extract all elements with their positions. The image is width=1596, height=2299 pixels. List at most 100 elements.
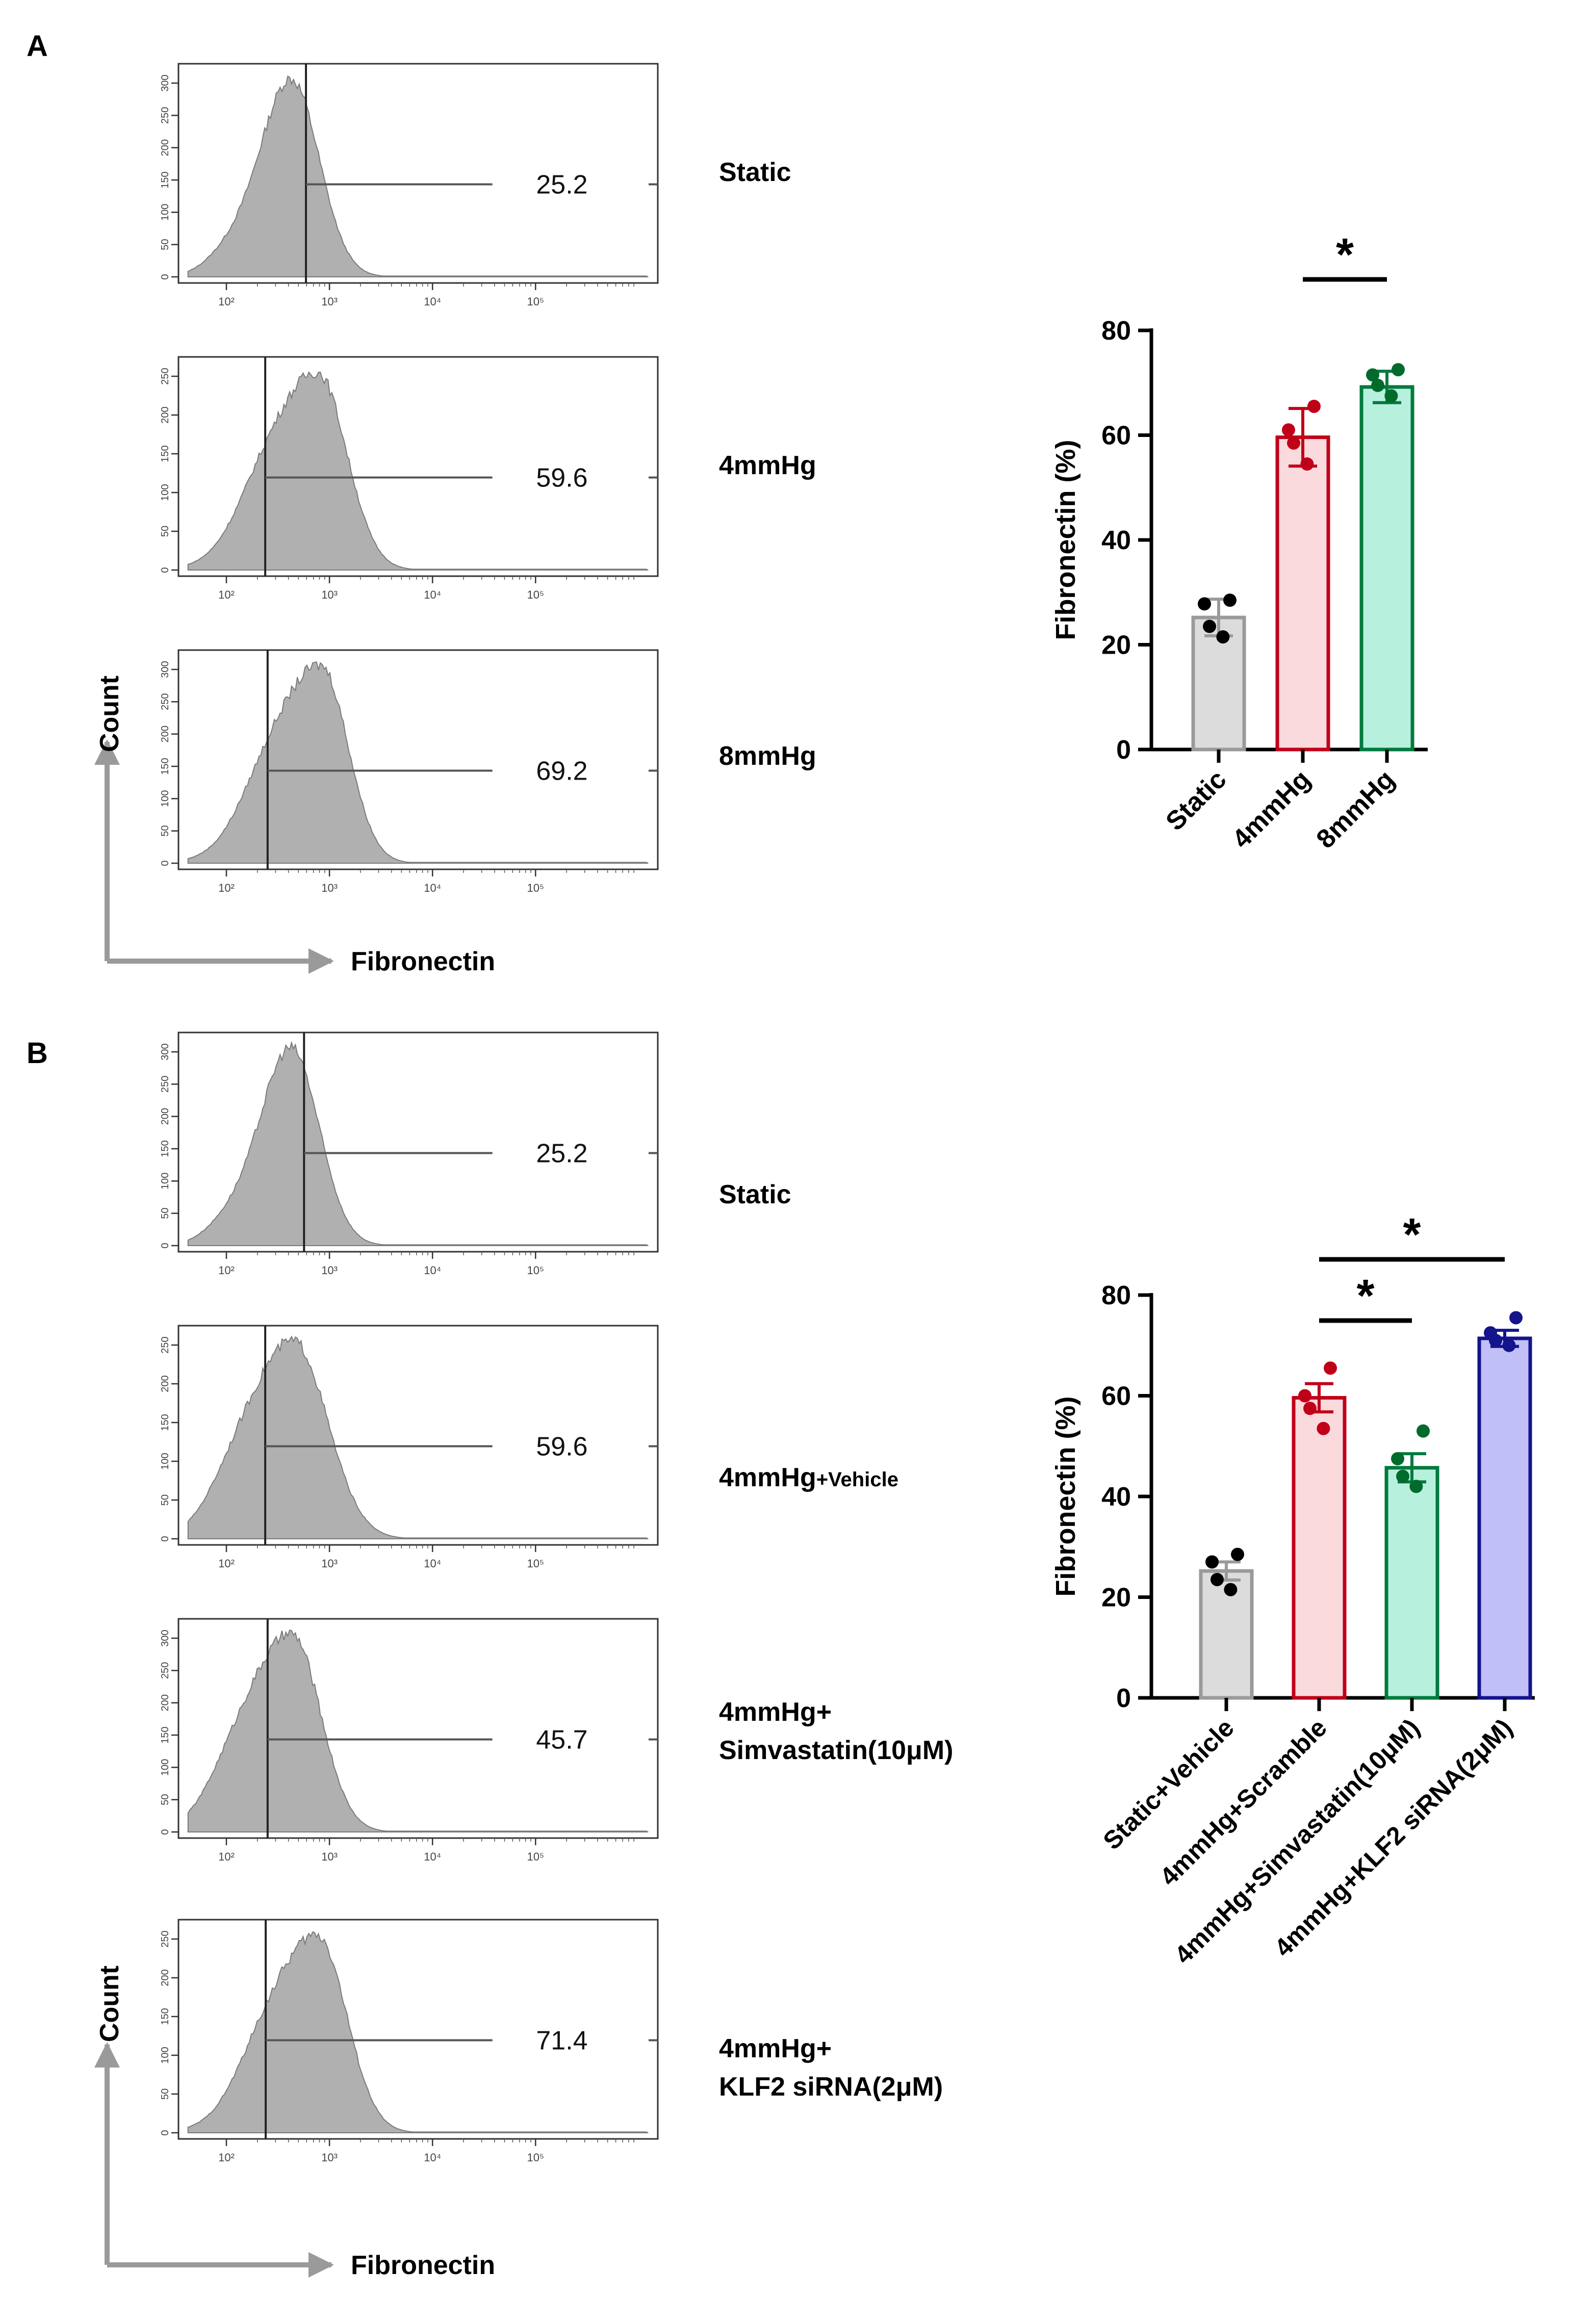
y-tick-label: 100: [160, 790, 171, 807]
y-tick-label: 50: [160, 1208, 171, 1219]
y-tick-label: 50: [160, 239, 171, 250]
y-tick-label: 0: [160, 1829, 171, 1835]
x-tick-label: 10²: [218, 882, 235, 894]
x-tick-label: 10³: [321, 588, 338, 601]
data-point: [1384, 389, 1398, 403]
data-point: [1409, 1480, 1423, 1493]
y-tick-label: 50: [160, 526, 171, 537]
y-tick-label: 40: [1101, 1482, 1131, 1512]
gate-percent-value: 59.6: [536, 463, 587, 493]
sample-label-simva-b-line2: Simvastatin(10μM): [719, 1736, 954, 1765]
x-tick-label: 10⁴: [424, 295, 441, 308]
data-point: [1203, 619, 1216, 633]
fibronectin-label-a: Fibronectin: [351, 947, 495, 976]
x-tick-label: 10³: [321, 295, 338, 308]
x-tick-label: Static: [1160, 764, 1232, 836]
x-tick-label: 10³: [321, 1264, 338, 1277]
data-point: [1205, 1555, 1219, 1569]
y-tick-label: 0: [160, 567, 171, 573]
y-tick-label: 60: [1101, 421, 1131, 451]
y-tick-label: 100: [160, 1453, 171, 1469]
x-tick-label: 10⁴: [424, 1850, 441, 1863]
y-tick-label: 150: [160, 758, 171, 774]
data-point: [1502, 1338, 1516, 1352]
x-tick-label: 10²: [218, 1850, 235, 1863]
x-tick-label: 10⁴: [424, 2151, 441, 2164]
count-label-a: Count: [95, 676, 124, 752]
x-tick-label: 10²: [218, 295, 235, 308]
data-point: [1287, 436, 1300, 450]
y-tick-label: 100: [160, 484, 171, 501]
y-axis-label: Fibronectin (%): [1050, 1397, 1081, 1597]
gate-percent-value: 45.7: [536, 1725, 587, 1755]
count-axis-arrow-b: [94, 2042, 334, 2278]
x-tick-label: 10⁴: [424, 882, 441, 894]
y-tick-label: 0: [160, 1243, 171, 1248]
y-tick-label: 50: [160, 1794, 171, 1805]
y-tick-label: 0: [160, 860, 171, 866]
y-tick-label: 100: [160, 204, 171, 221]
histogram-1: 25.2 0 50 100 150 200 250 300 10² 10³ 10⁴ 10⁵: [160, 63, 659, 308]
data-point: [1392, 363, 1405, 377]
histogram-curve: [187, 1335, 649, 1539]
y-tick-label: 250: [160, 1336, 171, 1353]
panel-letter-b: B: [27, 1037, 48, 1070]
y-tick-label: 150: [160, 1414, 171, 1431]
y-tick-label: 250: [160, 693, 171, 710]
histogram-curve: [187, 1931, 649, 2133]
x-tick-label: 10²: [218, 1557, 235, 1570]
y-tick-label: 100: [160, 1759, 171, 1776]
histogram-2: 59.6 0 50 100 150 200 250 10² 10³ 10⁴ 10⁵: [160, 356, 659, 601]
sample-label-static-a: Static: [719, 158, 791, 187]
significance-star: *: [1403, 1209, 1421, 1260]
bar-3: [1359, 385, 1414, 752]
histogram-3: 69.2 0 50 100 150 200 250 300 10² 10³ 10⁴ 10⁵: [160, 649, 659, 894]
data-point: [1371, 378, 1384, 392]
data-point: [1223, 593, 1237, 607]
data-point: [1198, 597, 1211, 611]
data-point: [1417, 1424, 1430, 1438]
y-tick-label: 300: [160, 1630, 171, 1646]
y-tick-label: 40: [1101, 526, 1131, 555]
y-tick-label: 200: [160, 1375, 171, 1392]
histogram-7: 71.4 0 50 100 150 200 250 10² 10³ 10⁴ 10⁵: [160, 1919, 659, 2164]
y-tick-label: 150: [160, 1140, 171, 1157]
significance-star: *: [1336, 229, 1354, 280]
data-point: [1303, 1402, 1317, 1415]
y-tick-label: 50: [160, 2088, 171, 2100]
x-tick-label: 10²: [218, 2151, 235, 2164]
sample-label-8mmhg-a: 8mmHg: [719, 741, 816, 771]
y-tick-label: 0: [160, 2130, 171, 2135]
y-tick-label: 150: [160, 171, 171, 188]
gate-percent-value: 25.2: [536, 1139, 587, 1169]
sample-label-klf2-b-line1: 4mmHg+: [719, 2034, 832, 2063]
y-tick-label: 50: [160, 825, 171, 837]
y-tick-label: 200: [160, 1108, 171, 1125]
histogram-5: 59.6 0 50 100 150 200 250 10² 10³ 10⁴ 10⁵: [160, 1325, 659, 1570]
x-tick-label: 10⁴: [424, 1264, 441, 1277]
x-tick-label: 10⁴: [424, 1557, 441, 1570]
sample-label-vehicle-suffix: +Vehicle: [816, 1468, 898, 1491]
x-tick-label: 10⁵: [527, 1264, 545, 1277]
gate-percent-value: 25.2: [536, 170, 587, 200]
data-point: [1300, 457, 1314, 471]
y-tick-label: 200: [160, 139, 171, 156]
sample-label-vehicle-main: 4mmHg: [719, 1463, 816, 1492]
gate-percent-value: 71.4: [536, 2026, 587, 2056]
y-tick-label: 250: [160, 1930, 171, 1947]
x-tick-label: 10⁵: [527, 2151, 545, 2164]
x-tick-label: 4mmHg: [1227, 764, 1317, 854]
data-point: [1396, 1469, 1409, 1483]
sample-label-vehicle-b: 4mmHg+Vehicle: [719, 1463, 898, 1492]
y-tick-label: 60: [1101, 1382, 1131, 1411]
y-tick-label: 300: [160, 1043, 171, 1060]
sample-label-simva-b-line1: 4mmHg+: [719, 1697, 832, 1727]
y-tick-label: 250: [160, 107, 171, 124]
y-tick-label: 100: [160, 1173, 171, 1190]
histogram-4: 25.2 0 50 100 150 200 250 300 10² 10³ 10⁴ 10⁵: [160, 1031, 659, 1277]
data-point: [1224, 1583, 1238, 1596]
data-point: [1282, 423, 1295, 437]
y-tick-label: 250: [160, 368, 171, 384]
y-tick-label: 0: [160, 274, 171, 279]
